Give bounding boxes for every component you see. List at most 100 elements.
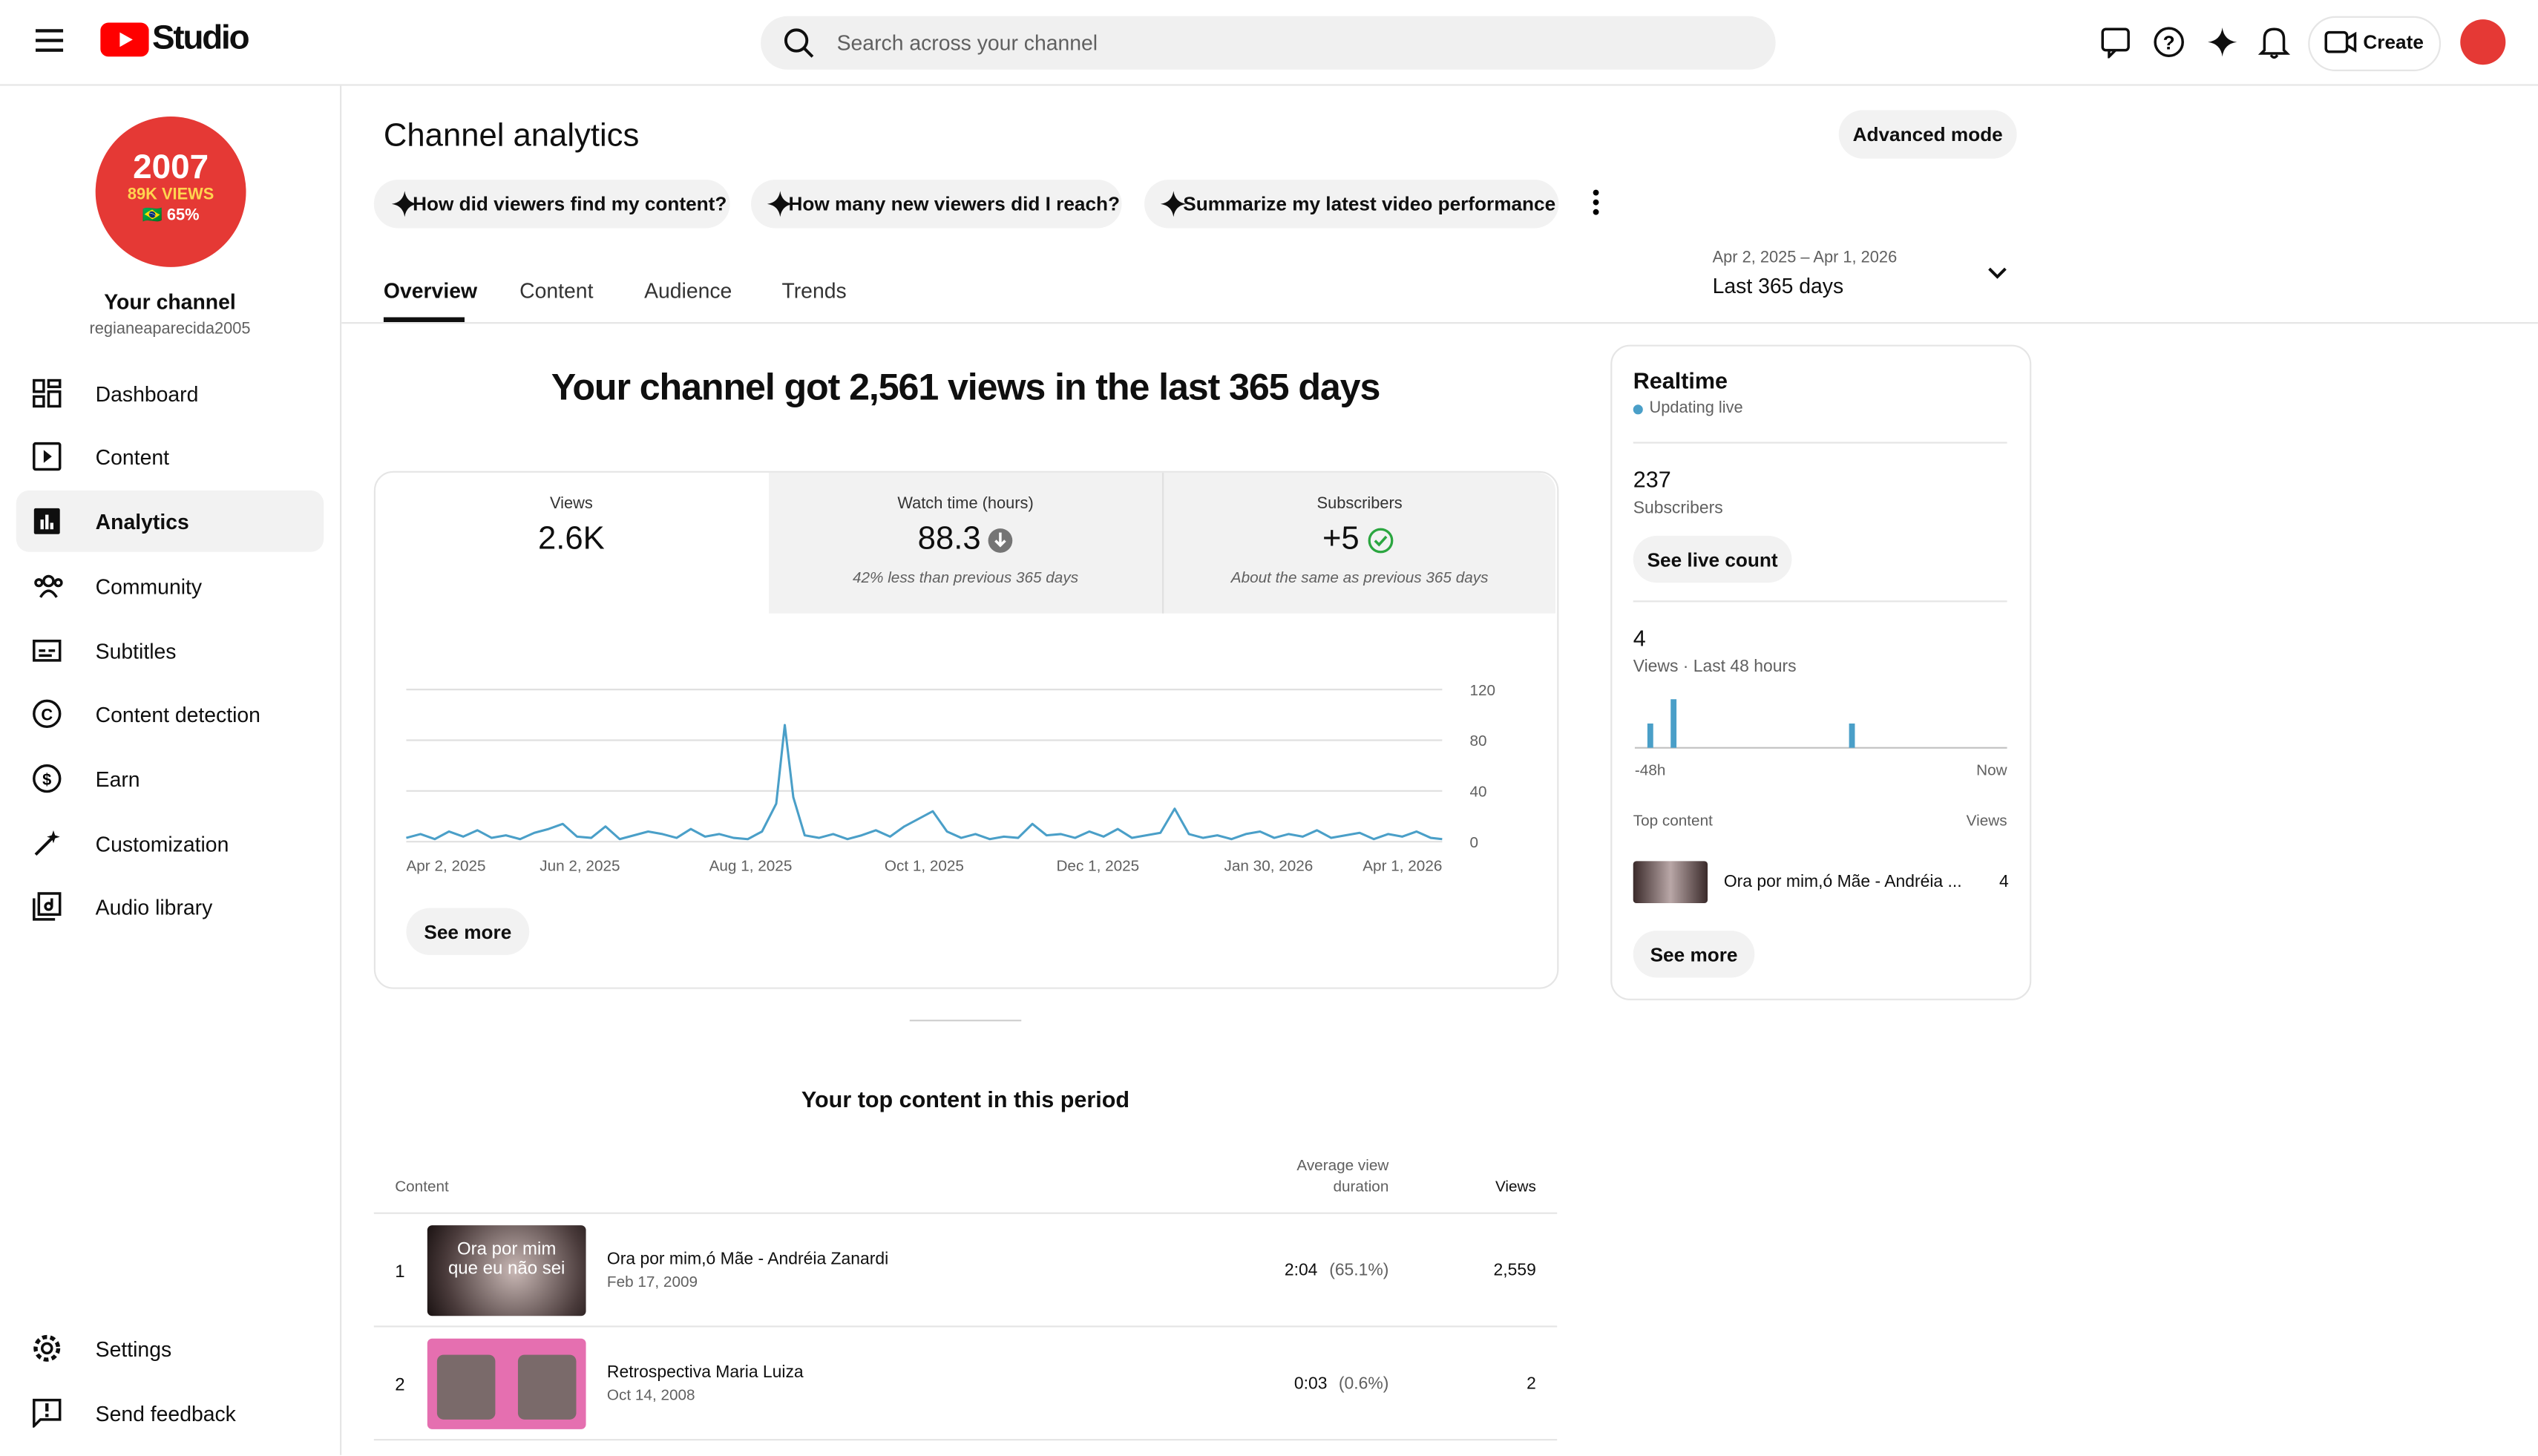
x-tick-label: Jan 30, 2026: [1224, 857, 1314, 874]
page-title: Channel analytics: [383, 118, 640, 154]
sparkle-icon[interactable]: [2206, 26, 2239, 59]
prompt-chip[interactable]: How many new viewers did I reach?: [751, 180, 1122, 229]
see-more-button[interactable]: See more: [1633, 931, 1755, 978]
nav-label: Dashboard: [95, 381, 199, 406]
notifications-icon[interactable]: [2257, 24, 2291, 60]
nav-item[interactable]: $ Earn: [16, 748, 324, 810]
dropdown-icon[interactable]: [1986, 266, 2009, 282]
nav-icon: [33, 378, 62, 408]
nav-item[interactable]: Settings: [16, 1317, 324, 1379]
section-title: Your top content in this period: [801, 1086, 1130, 1112]
views-header: Views: [1966, 812, 2007, 830]
row-views: 2,559: [1493, 1261, 1536, 1281]
nav-item[interactable]: Subtitles: [16, 620, 324, 681]
logo-icon[interactable]: [100, 22, 149, 57]
tab[interactable]: Trends: [781, 278, 847, 303]
row-title[interactable]: Ora por mim,ó Mãe - Andréia Zanardi: [606, 1249, 889, 1269]
account-avatar[interactable]: [2460, 19, 2506, 65]
row-views: 2: [1527, 1374, 1536, 1394]
create-label[interactable]: Create: [2363, 30, 2424, 53]
thumbnail[interactable]: [1633, 861, 1708, 904]
thumbnail[interactable]: [427, 1338, 586, 1429]
nav-item[interactable]: Analytics: [16, 490, 324, 552]
y-tick-label: 80: [1469, 732, 1486, 750]
nav-item[interactable]: Dashboard: [16, 363, 324, 424]
nav-icon: $: [33, 764, 62, 793]
realtime-card: [1610, 344, 2032, 1000]
prompt-chip[interactable]: Summarize my latest video performance: [1144, 180, 1559, 229]
avatar-line: 🇧🇷 65%: [142, 207, 200, 226]
nav-item[interactable]: Audio library: [16, 876, 324, 937]
down-icon: [988, 528, 1013, 553]
metric-label[interactable]: Watch time (hours): [897, 495, 1034, 514]
sparkle-icon: [391, 191, 418, 217]
nav-item[interactable]: Community: [16, 555, 324, 617]
realtime-title: Realtime: [1633, 367, 1728, 394]
x-tick-label: Now: [1976, 762, 2007, 779]
nav-icon: [33, 508, 60, 534]
row-title[interactable]: Retrospectiva Maria Luiza: [606, 1362, 804, 1383]
nav-icon: [33, 1398, 62, 1428]
nav-label: Send feedback: [95, 1400, 236, 1426]
tab[interactable]: Overview: [383, 278, 478, 303]
help-icon[interactable]: ?: [2153, 26, 2186, 59]
advanced-mode-button[interactable]: Advanced mode: [1838, 110, 2017, 159]
prompt-text: Summarize my latest video performance: [1183, 192, 1556, 216]
thumbnail[interactable]: Ora por mim que eu não sei: [427, 1225, 586, 1316]
metric-value[interactable]: 88.3: [917, 521, 981, 557]
channel-avatar[interactable]: 2007 89K VIEWS 🇧🇷 65%: [95, 117, 246, 267]
tab-divider: [341, 322, 2538, 324]
logo-text[interactable]: Studio: [152, 19, 250, 57]
row-percent: (0.6%): [1338, 1374, 1389, 1394]
see-live-count-button[interactable]: See live count: [1633, 535, 1792, 583]
row-date: Feb 17, 2009: [606, 1273, 698, 1292]
channel-handle: regianeaparecida2005: [89, 320, 251, 338]
top-bar: [0, 0, 2538, 86]
metric-label[interactable]: Views: [550, 495, 593, 514]
more-button[interactable]: [1590, 188, 1602, 217]
table-header: Average view duration: [1296, 1157, 1389, 1196]
date-range[interactable]: Apr 2, 2025 – Apr 1, 2026: [1712, 249, 1898, 267]
views-line: [406, 724, 1443, 841]
prompt-chip[interactable]: How did viewers find my content?: [373, 180, 730, 229]
metric-label[interactable]: Subscribers: [1316, 495, 1403, 514]
tab[interactable]: Content: [519, 278, 594, 303]
y-tick-label: 40: [1469, 783, 1486, 800]
search-box[interactable]: [761, 16, 1776, 70]
thumbnail-text: Ora por mim que eu não sei: [447, 1239, 565, 1279]
views-label: Views · Last 48 hours: [1633, 657, 1797, 677]
svg-text:?: ?: [2163, 32, 2175, 54]
see-more-button[interactable]: See more: [406, 908, 530, 955]
nav-item[interactable]: C Content detection: [16, 683, 324, 744]
nav-item[interactable]: Send feedback: [16, 1383, 324, 1444]
top-content-label: Top content: [1633, 812, 1713, 830]
nav-icon: [33, 1334, 61, 1362]
menu-button[interactable]: [35, 27, 65, 53]
nav-label: Community: [95, 574, 203, 598]
y-tick-label: 120: [1469, 682, 1495, 699]
row-divider: [373, 1212, 1558, 1214]
feedback-icon[interactable]: [2099, 26, 2132, 59]
nav-label: Settings: [95, 1336, 172, 1361]
metric-value[interactable]: +5: [1322, 521, 1360, 557]
live-dot: [1633, 404, 1643, 415]
date-period[interactable]: Last 365 days: [1712, 273, 1844, 298]
row-rank: 2: [395, 1375, 405, 1396]
x-tick-label: Jun 2, 2025: [540, 857, 620, 874]
top-item-title[interactable]: Ora por mim,ó Mãe - Andréia ...: [1723, 872, 1962, 892]
x-tick-label: Oct 1, 2025: [885, 857, 964, 874]
avatar-line: 2007: [133, 148, 209, 186]
row-duration: 2:04: [1284, 1261, 1318, 1281]
nav-item[interactable]: Customization: [16, 813, 324, 874]
subscribers-label: Subscribers: [1633, 498, 1723, 518]
tab[interactable]: Audience: [644, 278, 732, 303]
nav-icon: [33, 442, 62, 471]
metric-value[interactable]: 2.6K: [538, 521, 605, 557]
metric-note: About the same as previous 365 days: [1230, 569, 1489, 588]
nav-item[interactable]: Content: [16, 426, 324, 488]
create-button[interactable]: [2308, 16, 2442, 71]
tab-indicator: [383, 317, 465, 323]
metric-note: 42% less than previous 365 days: [852, 569, 1079, 588]
